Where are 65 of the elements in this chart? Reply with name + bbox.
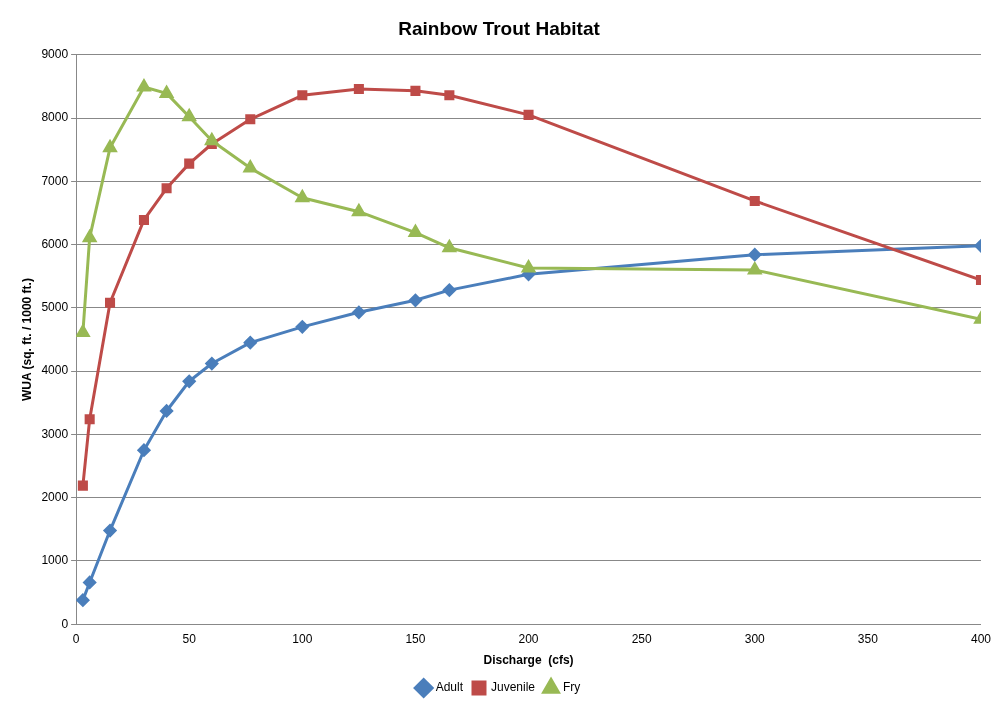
point (103, 140, 117, 153)
point (104, 297, 116, 308)
y-tick-label: 6000 (41, 236, 69, 251)
y-tick-label: 9000 (41, 47, 69, 62)
y-tick-label: 0 (61, 616, 69, 631)
x-tick-label: 300 (744, 631, 766, 646)
point (353, 83, 364, 94)
point (408, 225, 423, 238)
point (243, 160, 257, 173)
x-tick-label: 250 (631, 631, 652, 646)
x-tick-label: 100 (292, 631, 313, 646)
point (295, 190, 310, 203)
point (184, 158, 195, 169)
point (295, 320, 309, 334)
y-axis-title: WUA (sq. ft. / 1000 ft.) (19, 278, 34, 401)
x-axis-title: Discharge (cfs) (483, 653, 574, 668)
point (137, 79, 151, 92)
y-tick-label: 5000 (41, 300, 69, 315)
point (243, 336, 257, 350)
point (76, 325, 90, 338)
point (444, 90, 455, 101)
point (352, 204, 366, 217)
point (297, 90, 308, 101)
point (205, 133, 219, 146)
point (352, 305, 366, 319)
point (182, 374, 196, 388)
point (160, 404, 174, 418)
y-tick-label: 3000 (41, 426, 69, 441)
point (410, 85, 421, 96)
point (205, 357, 219, 371)
point (84, 414, 95, 425)
point (159, 85, 174, 98)
x-tick-label: 0 (72, 631, 80, 646)
y-tick-label: 2000 (41, 489, 69, 504)
point (748, 248, 762, 262)
point (161, 183, 172, 194)
point (408, 293, 422, 307)
point (442, 283, 456, 297)
legend-label: Fry (563, 680, 581, 695)
y-tick-label: 8000 (41, 110, 69, 125)
point (521, 260, 536, 273)
point (138, 214, 149, 225)
chart-title: Rainbow Trout Habitat (398, 17, 601, 39)
y-tick-label: 1000 (41, 553, 69, 568)
legend-label: Juvenile (491, 680, 536, 695)
x-tick-label: 350 (857, 631, 879, 646)
y-tick-label: 7000 (41, 173, 69, 188)
point (103, 524, 117, 538)
x-tick-label: 400 (970, 631, 992, 646)
point (76, 593, 90, 607)
x-tick-label: 200 (518, 631, 539, 646)
x-tick-label: 50 (182, 631, 197, 646)
point (749, 195, 760, 206)
point (83, 575, 97, 589)
point (137, 443, 151, 457)
point (182, 109, 196, 122)
point (442, 240, 457, 253)
point (748, 262, 762, 275)
point (523, 109, 534, 120)
legend-label: Adult (435, 680, 464, 695)
point (245, 114, 256, 125)
point (77, 480, 88, 491)
y-tick-label: 4000 (41, 363, 69, 378)
point (82, 230, 97, 243)
x-tick-label: 150 (405, 631, 426, 646)
